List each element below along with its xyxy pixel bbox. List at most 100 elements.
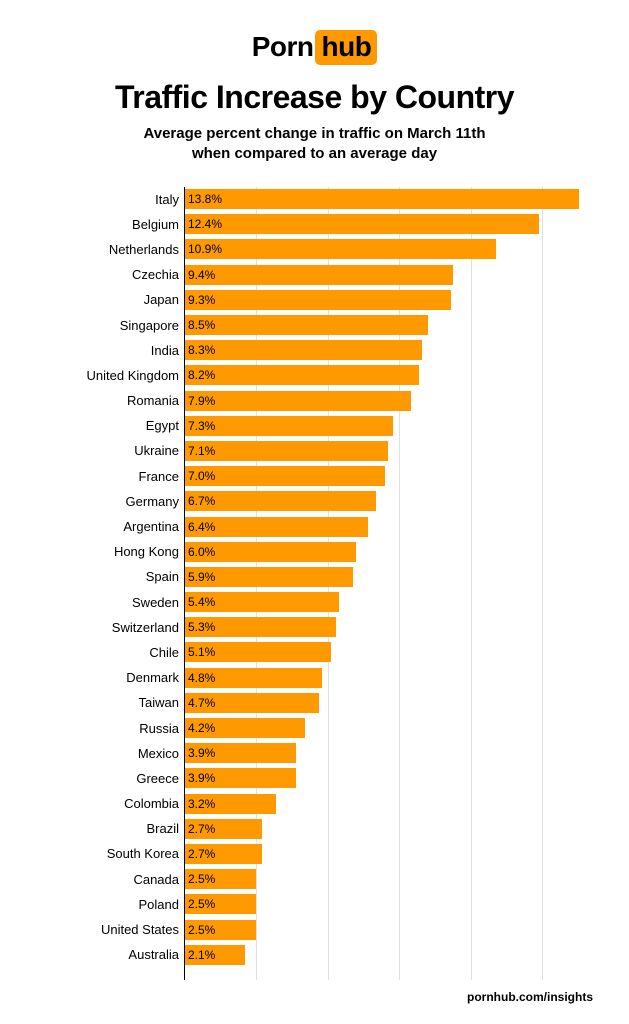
country-label: France [31,469,185,484]
bar-value-label: 3.9% [188,771,215,785]
brand-logo: Pornhub [30,30,599,65]
country-label: Russia [31,721,185,736]
bar-value-label: 7.0% [188,469,215,483]
bar-value-label: 7.9% [188,394,215,408]
bar-row: Egypt7.3% [185,413,599,438]
country-label: Czechia [31,267,185,282]
bar-row: South Korea2.7% [185,841,599,866]
country-label: Egypt [31,418,185,433]
bar-row: Denmark4.8% [185,665,599,690]
bar-value-label: 6.0% [188,545,215,559]
bar-row: Ukraine7.1% [185,438,599,463]
bar-row: Belgium12.4% [185,212,599,237]
bar: 6.7% [185,491,376,511]
bar-value-label: 8.3% [188,343,215,357]
country-label: Belgium [31,217,185,232]
bar-value-label: 3.2% [188,797,215,811]
bar-value-label: 2.5% [188,923,215,937]
bar: 10.9% [185,239,496,259]
country-label: South Korea [31,846,185,861]
country-label: Greece [31,771,185,786]
chart-title: Traffic Increase by Country [30,79,599,116]
bar-value-label: 10.9% [188,242,222,256]
country-label: Romania [31,393,185,408]
bar-value-label: 4.2% [188,721,215,735]
bar-value-label: 5.3% [188,620,215,634]
bar-row: Singapore8.5% [185,312,599,337]
bar-row: Switzerland5.3% [185,615,599,640]
bar-rows: Italy13.8%Belgium12.4%Netherlands10.9%Cz… [185,187,599,968]
country-label: Germany [31,494,185,509]
bar: 12.4% [185,214,539,234]
country-label: Mexico [31,746,185,761]
country-label: Sweden [31,595,185,610]
bar: 7.9% [185,391,411,411]
bar-row: Netherlands10.9% [185,237,599,262]
bar-value-label: 4.8% [188,671,215,685]
country-label: Argentina [31,519,185,534]
bar-value-label: 7.3% [188,419,215,433]
bar-value-label: 7.1% [188,444,215,458]
country-label: Canada [31,872,185,887]
bar: 9.4% [185,265,453,285]
bar-value-label: 2.5% [188,872,215,886]
bar: 3.2% [185,794,276,814]
bar: 5.9% [185,567,353,587]
bar-row: Spain5.9% [185,564,599,589]
bar: 3.9% [185,768,296,788]
bar-row: France7.0% [185,464,599,489]
bar-chart: Italy13.8%Belgium12.4%Netherlands10.9%Cz… [30,187,599,981]
page-root: Pornhub Traffic Increase by Country Aver… [0,0,629,1024]
bar: 4.2% [185,718,305,738]
bar-value-label: 2.1% [188,948,215,962]
footer-credit: pornhub.com/insights [30,990,599,1004]
bar: 2.5% [185,894,256,914]
bar-value-label: 8.5% [188,318,215,332]
bar-row: Canada2.5% [185,867,599,892]
bar-row: Taiwan4.7% [185,690,599,715]
country-label: Spain [31,569,185,584]
bar-row: Colombia3.2% [185,791,599,816]
bar: 13.8% [185,189,579,209]
bar: 6.4% [185,517,368,537]
country-label: Italy [31,192,185,207]
bar-value-label: 12.4% [188,217,222,231]
bar-value-label: 9.3% [188,293,215,307]
logo-text-left: Porn [252,31,314,62]
bar-row: Sweden5.4% [185,590,599,615]
bar: 7.0% [185,466,385,486]
country-label: Singapore [31,318,185,333]
bar: 2.5% [185,869,256,889]
subtitle-line-1: Average percent change in traffic on Mar… [143,125,485,142]
bar: 2.7% [185,844,262,864]
bar-value-label: 2.7% [188,847,215,861]
country-label: Chile [31,645,185,660]
bar: 8.2% [185,365,419,385]
bar-row: United States2.5% [185,917,599,942]
country-label: Switzerland [31,620,185,635]
bar-row: Japan9.3% [185,287,599,312]
country-label: Brazil [31,821,185,836]
country-label: United Kingdom [31,368,185,383]
bar-value-label: 6.4% [188,520,215,534]
bar-value-label: 13.8% [188,192,222,206]
bar-row: Greece3.9% [185,766,599,791]
country-label: Japan [31,292,185,307]
bar-value-label: 2.7% [188,822,215,836]
country-label: Ukraine [31,443,185,458]
bar-value-label: 2.5% [188,897,215,911]
chart-subtitle: Average percent change in traffic on Mar… [30,124,599,165]
bar-value-label: 5.1% [188,645,215,659]
bar-row: Russia4.2% [185,715,599,740]
bar-row: India8.3% [185,338,599,363]
bar-row: Chile5.1% [185,640,599,665]
bar: 4.7% [185,693,319,713]
bar: 5.1% [185,642,331,662]
bar: 2.7% [185,819,262,839]
bar-value-label: 5.4% [188,595,215,609]
bar-row: Italy13.8% [185,187,599,212]
bar-row: Mexico3.9% [185,741,599,766]
bar: 3.9% [185,743,296,763]
country-label: Hong Kong [31,544,185,559]
bar-value-label: 3.9% [188,746,215,760]
